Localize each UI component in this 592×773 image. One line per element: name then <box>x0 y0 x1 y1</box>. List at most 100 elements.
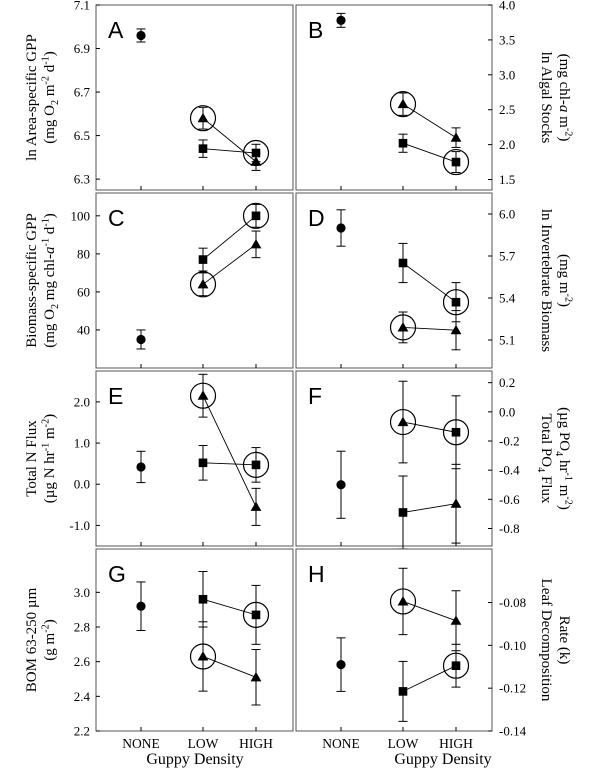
circle-marker <box>336 15 346 25</box>
highlight-ring <box>442 148 470 176</box>
panel-frame <box>95 192 294 369</box>
x-tick-label: NONE <box>122 736 160 751</box>
panel-d: 5.1 5.4 5.7 6.0 D ln Invertebrate Biomass (mg … <box>295 192 574 369</box>
highlight-ring <box>242 139 270 167</box>
triangle-marker <box>250 238 262 249</box>
square-marker <box>451 157 461 167</box>
y-axis-label: Biomass-specific GPP <box>24 213 40 348</box>
panel-frame <box>295 548 493 732</box>
x-tick-label: HIGH <box>439 736 473 751</box>
y-tick-label: 2.5 <box>499 102 515 117</box>
highlight-ring <box>189 382 217 409</box>
y-tick-label: 2.0 <box>74 394 90 409</box>
panel-letter: A <box>108 17 124 43</box>
y-tick-label: 0.0 <box>499 404 515 419</box>
triangle-marker <box>197 390 209 400</box>
square-marker <box>251 610 261 620</box>
connector-line <box>402 262 457 303</box>
triangle-marker <box>397 322 409 332</box>
circle-marker <box>136 601 146 611</box>
square-marker <box>451 427 461 437</box>
triangle-marker <box>250 156 262 166</box>
highlight-ring <box>242 451 270 478</box>
highlight-ring <box>189 271 217 298</box>
triangle-marker <box>450 615 462 625</box>
connector-line <box>202 148 257 154</box>
y-tick-label: 4.0 <box>499 0 515 13</box>
y-tick-label: 1.0 <box>74 436 90 451</box>
y-tick-label: 5.1 <box>499 333 515 348</box>
triangle-marker <box>250 501 262 511</box>
y-tick-label: 5.4 <box>499 291 516 306</box>
y-tick-label: 1.5 <box>499 172 515 187</box>
y-axis-label: Leaf Decomposition <box>538 579 554 702</box>
y-tick-label: 100 <box>71 208 91 223</box>
connector-line <box>202 117 257 163</box>
square-marker <box>398 687 408 696</box>
y-axis-label: (mg m-2​) <box>556 254 574 307</box>
square-marker <box>198 458 208 468</box>
y-tick-label: 3.0 <box>74 585 90 600</box>
y-tick-label: 80 <box>77 246 90 261</box>
y-tick-label: 3.5 <box>499 32 515 47</box>
y-tick-label: 6.3 <box>74 172 90 187</box>
connector-line <box>202 395 257 508</box>
panel-frame <box>295 370 493 547</box>
y-tick-label: 3.0 <box>499 67 515 82</box>
x-axis-label-right: Guppy Density <box>394 751 491 768</box>
panel-f: -0.8 -0.6 -0.4 -0.2 0.0 0.2 F Total PO4​ Flux(µ… <box>295 370 574 550</box>
panel-frame <box>295 192 493 369</box>
panel-letter: C <box>108 205 125 231</box>
highlight-ring <box>389 408 417 436</box>
triangle-marker <box>397 596 409 606</box>
y-tick-label: 2.0 <box>499 137 515 152</box>
highlight-ring <box>442 289 470 316</box>
highlight-ring <box>189 105 217 132</box>
triangle-marker <box>450 132 462 142</box>
x-tick-label: LOW <box>188 736 219 751</box>
panel-letter: E <box>108 383 123 409</box>
circle-marker <box>136 334 146 345</box>
connector-line <box>202 656 257 678</box>
y-axis-label: Rate (k) <box>556 616 572 665</box>
y-tick-label: 6.7 <box>74 85 91 100</box>
highlight-ring <box>442 419 470 446</box>
triangle-marker <box>197 112 209 123</box>
y-axis-label: (mg chl-a m-2​) <box>556 54 574 142</box>
y-tick-label: -0.14 <box>499 724 527 739</box>
square-marker <box>251 460 261 470</box>
circle-marker <box>136 462 146 472</box>
y-axis-label: (µg PO4​ hr-1​ m-2​) <box>553 407 574 510</box>
x-tick-label: LOW <box>388 736 419 751</box>
y-axis-label: Total N Flux <box>24 420 40 497</box>
highlight-ring <box>242 202 270 229</box>
connector-line <box>202 215 257 260</box>
y-tick-label: -0.10 <box>499 638 526 653</box>
y-tick-label: 0.0 <box>74 477 90 492</box>
y-tick-label: -0.2 <box>499 434 520 449</box>
y-tick-label: 0.2 <box>499 375 515 390</box>
square-marker <box>451 297 461 307</box>
square-marker <box>198 255 208 264</box>
y-tick-label: 2.2 <box>74 724 90 739</box>
circle-marker <box>336 480 346 490</box>
y-axis-label: (mg O2​ m-2​ d-1​) <box>40 51 61 144</box>
square-marker <box>398 508 408 517</box>
triangle-marker <box>450 324 462 335</box>
y-tick-label: 2.4 <box>74 689 91 704</box>
highlight-ring <box>389 314 417 341</box>
y-axis-label: ln Area-specific GPP <box>24 34 40 161</box>
panel-h: -0.14 -0.12 -0.10 -0.08 NONE LOW HIGH H Leaf Dec… <box>295 548 572 751</box>
y-tick-label: 60 <box>77 284 90 299</box>
triangle-marker <box>197 278 209 289</box>
triangle-marker <box>450 498 462 508</box>
panel-letter: F <box>308 383 322 409</box>
panel-c: 40 60 80 100 C Biomass-specific GPP(mg O2​ mg… <box>24 192 294 369</box>
panel-a: 6.3 6.5 6.7 6.9 7.1 Aln Area-specific GPP (mg … <box>24 0 294 191</box>
highlight-ring <box>389 91 417 118</box>
y-tick-label: -0.12 <box>499 681 526 696</box>
x-tick-label: NONE <box>322 736 360 751</box>
square-marker <box>398 258 408 268</box>
